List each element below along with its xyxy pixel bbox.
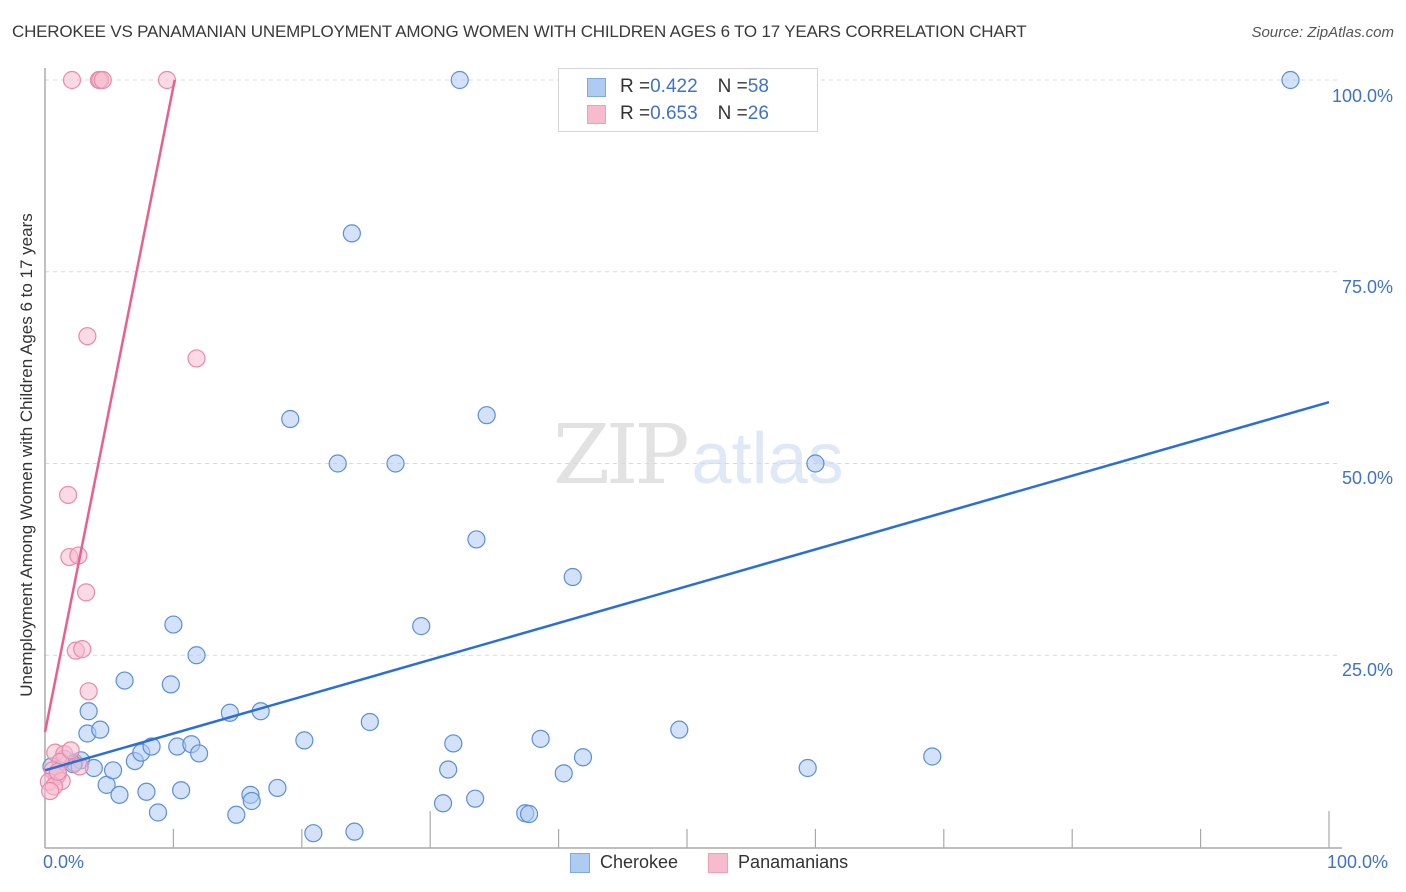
chart-title: CHEROKEE VS PANAMANIAN UNEMPLOYMENT AMON… xyxy=(12,22,1027,41)
data-point xyxy=(450,70,469,90)
n-label: N = xyxy=(717,103,748,124)
panamanian-trendline xyxy=(43,79,176,733)
data-point xyxy=(79,682,98,701)
data-point xyxy=(281,409,300,429)
data-point xyxy=(93,70,112,90)
data-point xyxy=(519,804,539,824)
data-point xyxy=(531,729,550,748)
data-point xyxy=(554,764,573,783)
data-point xyxy=(268,778,287,798)
data-point xyxy=(439,760,458,779)
data-point xyxy=(798,758,817,778)
cherokee-points xyxy=(42,70,1300,843)
data-point xyxy=(433,794,453,813)
data-point xyxy=(148,803,168,822)
data-point xyxy=(444,734,463,753)
n-value: 58 xyxy=(747,76,769,97)
data-point xyxy=(670,720,689,739)
data-point xyxy=(573,748,593,767)
r-label: R = xyxy=(620,76,651,97)
data-point xyxy=(59,485,78,505)
legend-label-cherokee: Cherokee xyxy=(600,852,679,872)
data-point xyxy=(304,824,323,843)
legend-item-panamanians[interactable]: Panamanians xyxy=(708,852,848,873)
data-point xyxy=(164,615,183,634)
data-point xyxy=(62,70,82,90)
data-point xyxy=(345,822,364,841)
data-point xyxy=(923,747,942,766)
source-label: Source: ZipAtlas.com xyxy=(1251,24,1394,41)
y-tick-50: 50.0% xyxy=(1341,468,1393,488)
legend-row-panamanian: R = 0.653 N = 26 xyxy=(587,102,769,126)
y-tick-25: 25.0% xyxy=(1341,660,1393,680)
data-point xyxy=(91,720,110,739)
cherokee-trendline xyxy=(44,400,1330,772)
data-point xyxy=(466,789,485,808)
data-point xyxy=(328,454,347,473)
data-point xyxy=(295,731,314,750)
data-point xyxy=(61,741,80,760)
gridlines xyxy=(45,79,1340,656)
data-point xyxy=(187,349,206,368)
trendlines xyxy=(43,79,1330,772)
data-point xyxy=(1281,70,1300,90)
data-point xyxy=(227,805,246,824)
r-value: 0.653 xyxy=(650,103,698,124)
axes xyxy=(44,68,1342,849)
r-value: 0.422 xyxy=(650,76,698,97)
data-point xyxy=(189,744,209,763)
panamanian-swatch-icon xyxy=(587,104,606,124)
data-point xyxy=(477,406,496,425)
panamanian-points xyxy=(39,70,206,801)
data-point xyxy=(157,70,177,90)
data-point xyxy=(563,567,582,587)
data-point xyxy=(78,327,97,346)
cherokee-swatch-icon xyxy=(587,77,606,97)
data-point xyxy=(115,671,134,690)
correlation-legend: R = 0.422 N = 58 R = 0.653 N = 26 xyxy=(558,68,818,132)
data-point xyxy=(73,640,92,659)
legend-label-panamanians: Panamanians xyxy=(738,852,849,872)
data-point xyxy=(79,702,98,721)
data-point xyxy=(110,785,129,804)
data-point xyxy=(172,781,191,800)
n-label: N = xyxy=(717,76,748,97)
data-point xyxy=(161,675,180,694)
data-point xyxy=(137,782,156,801)
legend-item-cherokee[interactable]: Cherokee xyxy=(570,852,678,873)
data-point xyxy=(242,791,261,811)
y-tick-100: 100.0% xyxy=(1331,86,1393,106)
data-point xyxy=(103,761,123,780)
data-point xyxy=(386,454,405,473)
series-legend: Cherokee Panamanians xyxy=(570,852,878,873)
data-point xyxy=(41,781,60,801)
x-tick-100: 100.0% xyxy=(1327,852,1389,872)
data-point xyxy=(806,454,825,473)
n-value: 26 xyxy=(747,103,769,124)
data-point xyxy=(76,583,96,602)
data-point xyxy=(360,712,379,732)
data-point xyxy=(467,530,486,549)
y-tick-75: 75.0% xyxy=(1341,277,1393,297)
y-axis-label: Unemployment Among Women with Children A… xyxy=(17,213,36,697)
r-label: R = xyxy=(620,103,651,124)
data-point xyxy=(342,224,361,243)
data-point xyxy=(412,617,431,636)
panamanian-swatch-icon xyxy=(708,852,729,873)
data-point xyxy=(142,737,161,756)
x-tick-0: 0.0% xyxy=(43,852,85,872)
data-point xyxy=(187,646,206,665)
cherokee-swatch-icon xyxy=(570,852,590,873)
legend-row-cherokee: R = 0.422 N = 58 xyxy=(587,75,769,99)
